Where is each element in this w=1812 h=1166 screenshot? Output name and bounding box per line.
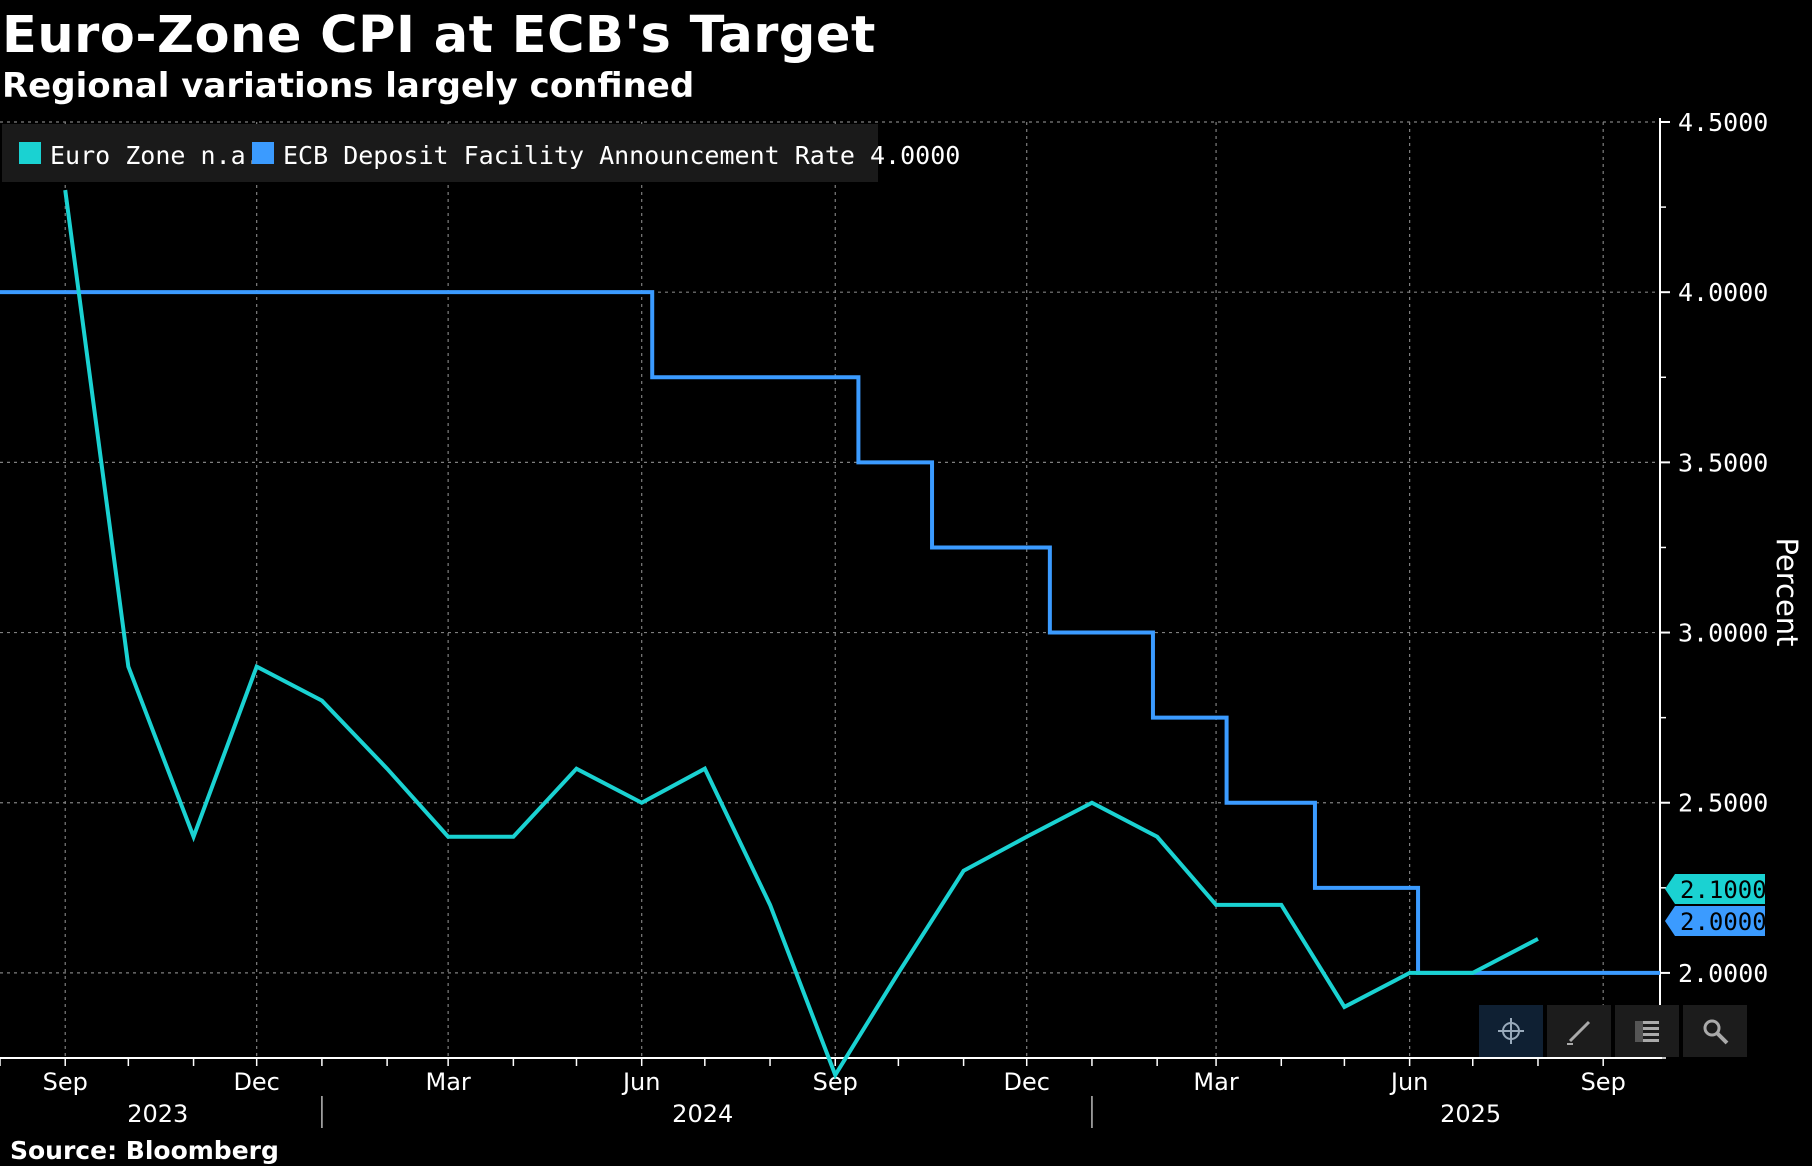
series xyxy=(0,189,1660,1080)
y-tick-label: 2.5000 xyxy=(1678,789,1768,818)
y-tick-label: 3.0000 xyxy=(1678,619,1768,648)
x-tick-label: Sep xyxy=(43,1068,88,1096)
last-value-label-euro-zone: 2.1000 xyxy=(1680,876,1767,904)
source-note: Source: Bloomberg xyxy=(10,1136,279,1165)
x-tick-label: Dec xyxy=(1003,1068,1049,1096)
chart-title: Euro-Zone CPI at ECB's Target xyxy=(2,6,876,65)
crosshair-icon xyxy=(1498,1018,1524,1044)
zoom-button[interactable] xyxy=(1683,1005,1747,1057)
x-year-label: 2025 xyxy=(1440,1100,1501,1128)
y-tick-label: 2.0000 xyxy=(1678,959,1768,988)
last-value-labels: 2.1000 2.0000 xyxy=(1665,874,1767,936)
y-tick-label: 4.0000 xyxy=(1678,278,1768,307)
chart-subtitle: Regional variations largely confined xyxy=(2,66,695,106)
x-year-label: 2023 xyxy=(127,1100,188,1128)
crosshair-button[interactable] xyxy=(1479,1005,1543,1057)
x-year-label: 2024 xyxy=(672,1100,733,1128)
legend-label-euro-zone: Euro Zone n.a. xyxy=(50,141,261,170)
x-tick-label: Sep xyxy=(1581,1068,1626,1096)
pencil-icon xyxy=(1567,1020,1591,1045)
last-value-label-ecb-rate: 2.0000 xyxy=(1680,908,1767,936)
y-axis-label: Percent xyxy=(1770,537,1804,646)
series-line-ecb-rate xyxy=(0,290,1660,975)
x-tick-label: Mar xyxy=(1193,1068,1238,1096)
y-tick-label: 4.5000 xyxy=(1678,108,1768,137)
legend-background xyxy=(2,124,878,182)
legend-label-ecb-rate: ECB Deposit Facility Announcement Rate 4… xyxy=(283,141,960,170)
draw-button[interactable] xyxy=(1547,1005,1611,1057)
x-tick-label: Mar xyxy=(425,1068,470,1096)
x-tick-label: Jun xyxy=(1389,1068,1429,1096)
x-tick-label: Dec xyxy=(233,1068,279,1096)
legend: Euro Zone n.a. ECB Deposit Facility Anno… xyxy=(2,124,960,182)
legend-swatch-ecb-rate xyxy=(252,142,274,164)
legend-item-ecb-rate[interactable]: ECB Deposit Facility Announcement Rate 4… xyxy=(252,141,960,170)
legend-icon xyxy=(1635,1021,1659,1042)
magnifier-icon xyxy=(1703,1019,1729,1045)
last-value-tag-euro-zone xyxy=(1665,874,1765,904)
last-value-tag-ecb-rate xyxy=(1665,906,1765,936)
grid xyxy=(0,121,1660,1058)
y-tick-label: 3.5000 xyxy=(1678,448,1768,477)
legend-toggle-button[interactable] xyxy=(1615,1005,1679,1057)
x-tick-label: Jun xyxy=(621,1068,661,1096)
legend-item-euro-zone[interactable]: Euro Zone n.a. xyxy=(19,141,261,170)
series-line-euro-zone xyxy=(63,189,1539,1080)
legend-swatch-euro-zone xyxy=(19,142,41,164)
axes: 4.5000 4.0000 3.5000 3.0000 2.5000 2.0000 Sep D… xyxy=(0,108,1768,1128)
